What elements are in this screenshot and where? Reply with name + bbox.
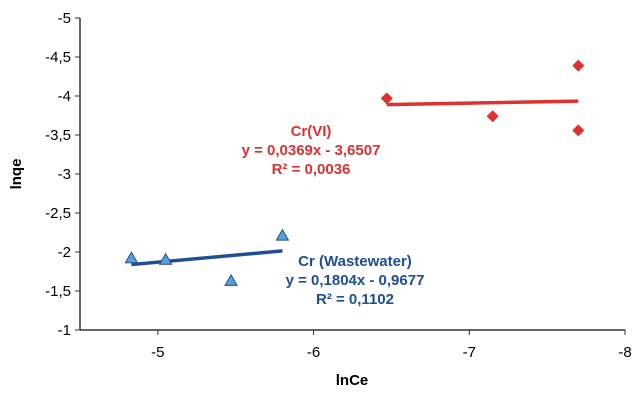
crvi-annotation: Cr(VI) y = 0,0369x - 3,6507 R² = 0,0036 (242, 123, 381, 178)
crvi-point (486, 110, 499, 123)
x-tick-label: -5 (151, 344, 164, 361)
trendline-cr-wastewater (131, 249, 283, 267)
cr-wastewater-annotation: Cr (Wastewater) y = 0,1804x - 0,9677 R² … (286, 253, 425, 308)
x-tick-label: -8 (618, 344, 631, 361)
y-tick-label: -4 (58, 88, 71, 105)
crvi-point (380, 92, 393, 105)
cr-wastewater-r2: R² = 0,1102 (316, 291, 394, 308)
x-tick-label: -6 (307, 344, 320, 361)
cr-wastewater-point (124, 251, 139, 264)
x-ticks: -5 -6 -7 -8 (151, 330, 632, 361)
y-tick-label: -4,5 (45, 49, 71, 66)
trendline-crvi (386, 99, 579, 107)
crvi-point (572, 124, 585, 137)
y-ticks: -1 -1,5 -2 -2,5 -3 -3,5 -4 -4,5 -5 (45, 10, 80, 339)
y-tick-label: -3,5 (45, 127, 71, 144)
y-axis-title: lnqe (8, 159, 25, 190)
y-tick-label: -1 (58, 322, 71, 339)
x-tick-label: -7 (463, 344, 476, 361)
trendlines (131, 99, 579, 267)
y-tick-label: -1,5 (45, 283, 71, 300)
y-tick-label: -2 (58, 244, 71, 261)
y-tick-label: -5 (58, 10, 71, 27)
crvi-r2: R² = 0,0036 (272, 161, 351, 178)
crvi-label: Cr(VI) (291, 123, 332, 140)
cr-wastewater-equation: y = 0,1804x - 0,9677 (286, 272, 425, 289)
y-tick-label: -3 (58, 166, 71, 183)
cr-wastewater-point (275, 228, 290, 241)
crvi-point (572, 59, 585, 72)
crvi-equation: y = 0,0369x - 3,6507 (242, 142, 381, 159)
cr-wastewater-point (224, 273, 238, 286)
cr-wastewater-point (158, 252, 173, 265)
y-tick-label: -2,5 (45, 205, 71, 222)
markers (124, 59, 585, 286)
x-axis-title: lnCe (336, 372, 369, 389)
cr-wastewater-label: Cr (Wastewater) (298, 253, 412, 270)
